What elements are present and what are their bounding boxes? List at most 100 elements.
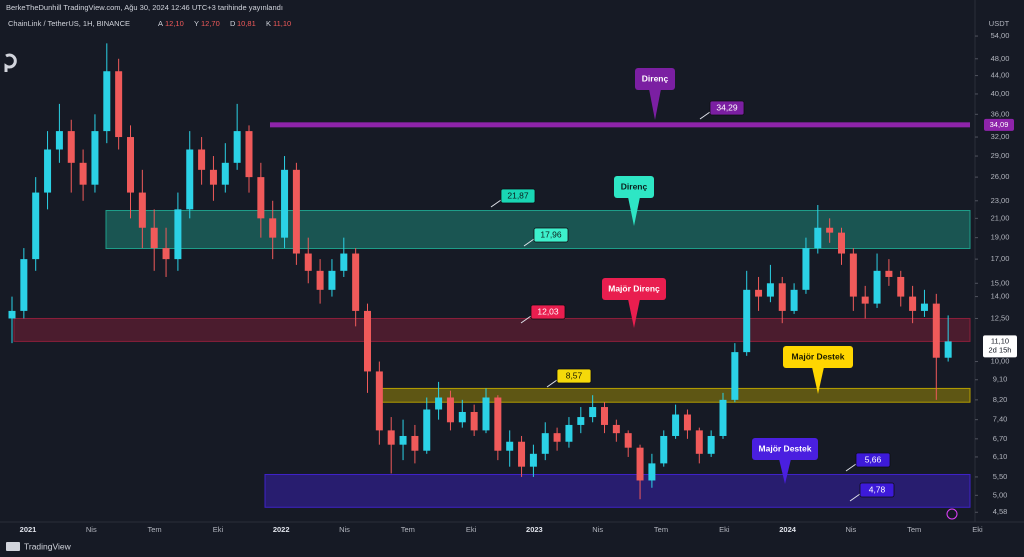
candle-body bbox=[885, 270, 893, 277]
price-tag bbox=[984, 118, 1014, 131]
candle-body bbox=[387, 430, 395, 445]
candle-body bbox=[44, 149, 52, 193]
callout-box bbox=[752, 438, 818, 460]
x-tick-label: Eki bbox=[213, 525, 224, 534]
y-tick-label: 15,00 bbox=[991, 278, 1010, 287]
logo-icon bbox=[4, 53, 17, 72]
x-tick-label: Nis bbox=[845, 525, 856, 534]
candle-body bbox=[648, 463, 656, 481]
candle-body bbox=[683, 414, 691, 431]
candle-body bbox=[138, 192, 146, 228]
candle-body bbox=[707, 435, 715, 454]
candle-body bbox=[589, 407, 597, 418]
ohlc-key: D bbox=[230, 19, 236, 28]
candle-body bbox=[529, 453, 537, 467]
candle-body bbox=[766, 283, 774, 297]
x-tick-label: 2024 bbox=[779, 525, 797, 534]
price-label: 21,87 bbox=[507, 190, 529, 200]
candle-body bbox=[612, 424, 620, 434]
callout: Direnç bbox=[621, 181, 648, 191]
candle-body bbox=[695, 430, 703, 454]
candle-body bbox=[245, 131, 253, 178]
last-price: 11,10 bbox=[991, 336, 1009, 345]
x-tick-label: Eki bbox=[719, 525, 730, 534]
ohlc-value: 12,70 bbox=[201, 19, 220, 28]
last-price-tag bbox=[983, 335, 1017, 358]
candle-body bbox=[624, 433, 632, 448]
price-label-box bbox=[500, 188, 536, 204]
candle-body bbox=[577, 417, 585, 425]
x-tick-label: Nis bbox=[86, 525, 97, 534]
publisher: BerkeTheDunhill TradingView.com, Ağu 30,… bbox=[6, 3, 283, 12]
candle-body bbox=[328, 270, 336, 290]
x-tick-label: Eki bbox=[972, 525, 983, 534]
unit: USDT bbox=[989, 19, 1010, 28]
y-tick-label: 48,00 bbox=[991, 54, 1010, 63]
candle-body bbox=[672, 414, 680, 436]
x-tick-label: Eki bbox=[466, 525, 477, 534]
leader-line bbox=[849, 493, 861, 502]
countdown: 2d 15h bbox=[989, 345, 1012, 354]
price-label-box bbox=[556, 368, 592, 384]
candle-body bbox=[814, 227, 822, 249]
brand: TradingView bbox=[24, 541, 72, 551]
ohlc-key: K bbox=[266, 19, 271, 28]
x-tick-label: 2022 bbox=[273, 525, 290, 534]
candle-body bbox=[257, 177, 265, 219]
y-tick-label: 7,40 bbox=[993, 415, 1008, 424]
candle-body bbox=[897, 276, 905, 297]
x-tick-label: 2023 bbox=[526, 525, 543, 534]
candle-body bbox=[411, 435, 419, 451]
candle-body bbox=[470, 411, 478, 431]
y-tick-label: 9,10 bbox=[993, 375, 1008, 384]
leader-line bbox=[845, 463, 857, 472]
callout: Majör Direnç bbox=[608, 283, 660, 293]
y-tick-label: 32,00 bbox=[991, 132, 1010, 141]
ohlc-key: A bbox=[158, 19, 163, 28]
candle-body bbox=[20, 259, 28, 311]
callout-pointer bbox=[628, 197, 640, 226]
candle-body bbox=[743, 289, 751, 353]
candle-body bbox=[660, 435, 668, 464]
callout-pointer bbox=[812, 367, 824, 394]
leader-line bbox=[490, 199, 502, 208]
replay-icon[interactable] bbox=[946, 508, 958, 520]
candle-body bbox=[849, 253, 857, 297]
y-tick-label: 12,50 bbox=[991, 313, 1010, 322]
y-tick-label: 29,00 bbox=[991, 151, 1010, 160]
callout-pointer bbox=[779, 459, 791, 484]
candle-body bbox=[174, 209, 182, 260]
candle-body bbox=[944, 341, 952, 358]
x-tick-label: Nis bbox=[339, 525, 350, 534]
candle-body bbox=[292, 169, 300, 254]
candle-body bbox=[719, 399, 727, 436]
candle-body bbox=[91, 131, 99, 185]
x-tick-label: Nis bbox=[592, 525, 603, 534]
candle-body bbox=[32, 192, 40, 260]
candle-body bbox=[482, 397, 490, 431]
brand-icon bbox=[6, 542, 20, 551]
candle-body bbox=[909, 296, 917, 311]
leader-line bbox=[699, 111, 711, 120]
callout: Direnç bbox=[642, 73, 669, 83]
callout-pointer bbox=[628, 299, 640, 328]
x-tick-label: 2021 bbox=[20, 525, 37, 534]
candle-body bbox=[553, 433, 561, 442]
price-label-box bbox=[533, 227, 569, 243]
y-tick-label: 6,10 bbox=[993, 452, 1008, 461]
candle-body bbox=[281, 169, 289, 238]
price-tag-label: 34,09 bbox=[990, 120, 1009, 129]
candle-body bbox=[861, 296, 869, 304]
candle-body bbox=[8, 310, 16, 319]
resistance-line bbox=[270, 122, 970, 128]
ohlc-value: 12,10 bbox=[165, 19, 184, 28]
zone bbox=[377, 387, 971, 403]
candle-body bbox=[399, 435, 407, 445]
candle-body bbox=[375, 371, 383, 431]
price-label: 12,03 bbox=[537, 306, 559, 316]
callout-box bbox=[614, 176, 654, 198]
price-label: 17,96 bbox=[540, 229, 562, 239]
y-tick-label: 10,00 bbox=[991, 357, 1010, 366]
candle-body bbox=[636, 447, 644, 481]
